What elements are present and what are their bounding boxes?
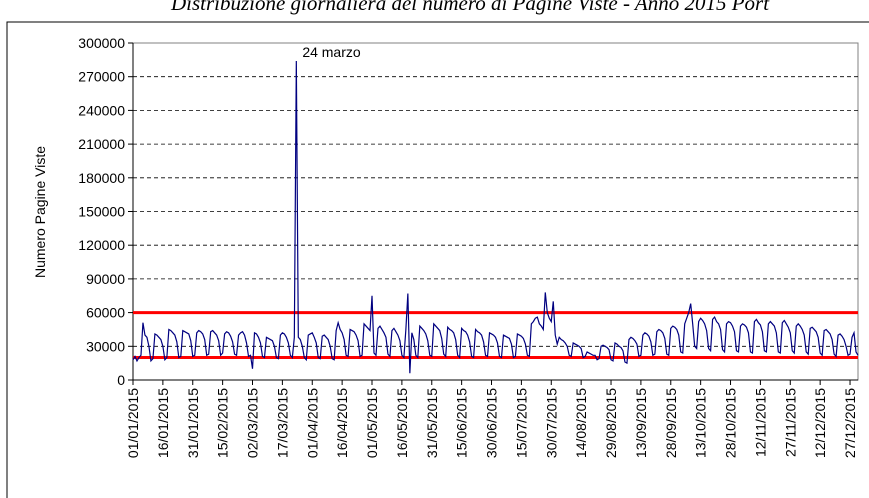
x-tick-label: 13/09/2015 [633,388,649,458]
annotation: 24 marzo [302,44,361,60]
y-tick-label: 120000 [78,237,125,253]
y-tick-label: 180000 [78,170,125,186]
x-tick-label: 16/01/2015 [155,388,171,458]
x-tick-label: 30/06/2015 [484,388,500,458]
x-tick-label: 13/10/2015 [693,388,709,458]
y-tick-label: 60000 [86,305,125,321]
x-tick-label: 15/07/2015 [513,388,529,458]
y-tick-label: 270000 [78,69,125,85]
y-tick-label: 240000 [78,102,125,118]
y-tick-label: 300000 [78,35,125,51]
y-tick-label: 30000 [86,338,125,354]
x-tick-label: 28/10/2015 [723,388,739,458]
x-tick-label: 01/01/2015 [125,388,141,458]
x-tick-label: 01/05/2015 [364,388,380,458]
x-tick-label: 29/08/2015 [603,388,619,458]
x-tick-label: 30/07/2015 [543,388,559,458]
x-tick-label: 02/03/2015 [245,388,261,458]
x-tick-label: 27/12/2015 [842,388,858,458]
y-tick-label: 210000 [78,136,125,152]
chart-title: Distribuzione giornaliera del numero di … [170,0,770,15]
y-tick-label: 150000 [78,204,125,220]
x-tick-label: 15/06/2015 [454,388,470,458]
x-tick-label: 16/05/2015 [394,388,410,458]
x-tick-label: 31/05/2015 [424,388,440,458]
x-tick-label: 27/11/2015 [782,388,798,457]
y-tick-label: 0 [117,372,125,388]
x-tick-label: 15/02/2015 [215,388,231,458]
x-tick-label: 28/09/2015 [663,388,679,458]
x-tick-label: 16/04/2015 [334,388,350,458]
x-tick-label: 14/08/2015 [573,388,589,458]
y-axis-label: Numero Pagine Viste [32,146,48,278]
x-tick-label: 12/11/2015 [752,388,768,457]
x-tick-label: 12/12/2015 [812,388,828,458]
data-line [132,60,859,374]
y-tick-label: 90000 [86,271,125,287]
x-tick-label: 01/04/2015 [304,388,320,458]
x-tick-label: 17/03/2015 [274,388,290,458]
x-tick-label: 31/01/2015 [185,388,201,458]
